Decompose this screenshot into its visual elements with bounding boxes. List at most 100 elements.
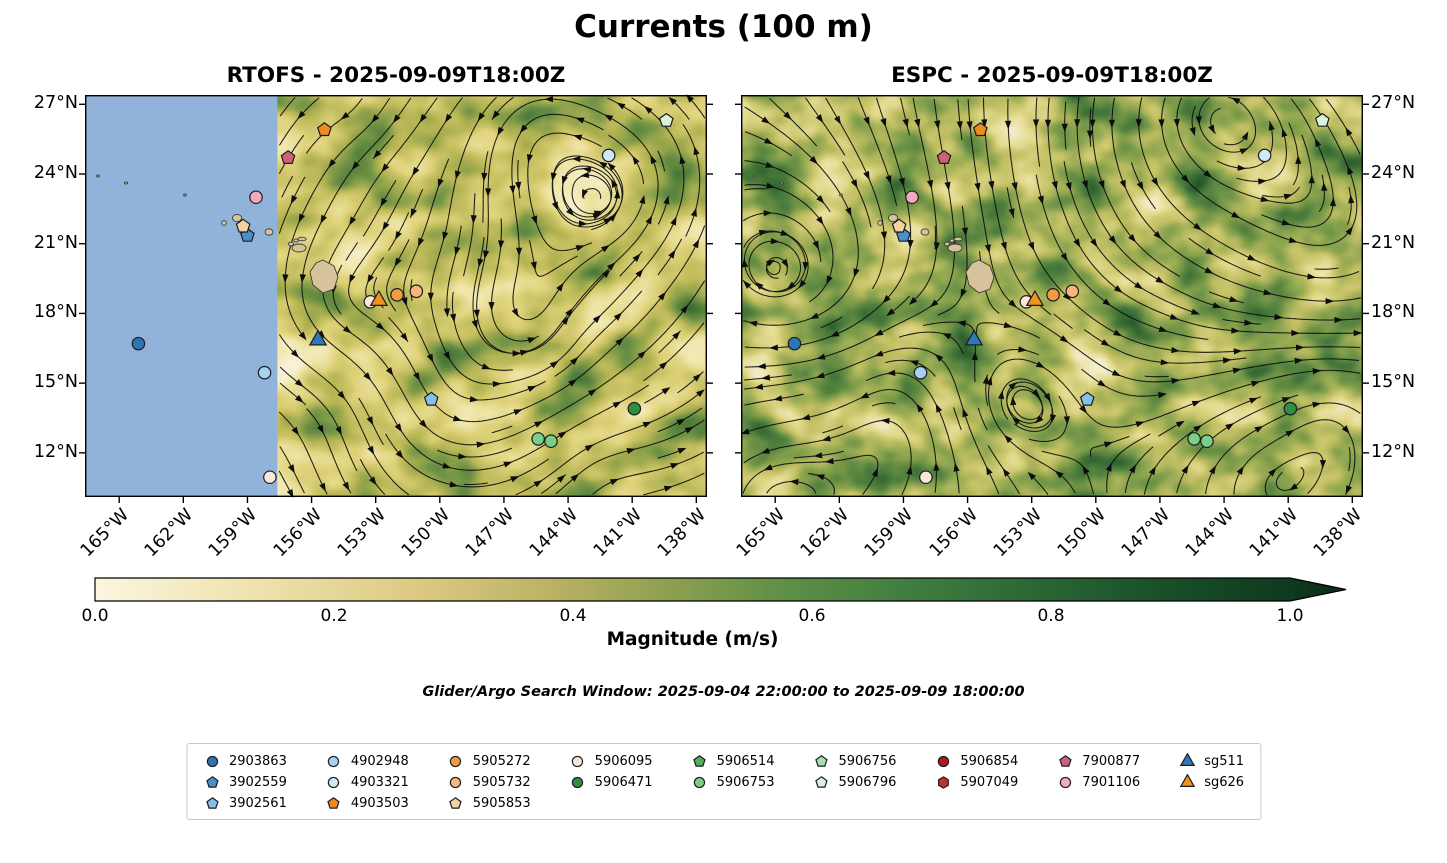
platform-marker-7900877: [936, 149, 952, 165]
axis-ticks: [79, 103, 713, 503]
legend-marker-5907049-icon: [937, 775, 949, 789]
figure-title: Currents (100 m): [574, 9, 873, 45]
platform-marker-7901106: [905, 190, 919, 205]
legend-column: 5906756 5906796: [812, 752, 896, 791]
platform-marker-7900877: [280, 149, 296, 165]
legend-label: 4903321: [350, 774, 409, 790]
platform-marker-5905732: [409, 284, 424, 299]
colorbar-tick-label: 1.0: [1276, 606, 1304, 626]
legend-item: 5907049: [934, 773, 1018, 791]
platform-marker-5906095: [919, 470, 933, 485]
legend-item: 5906514: [691, 752, 774, 770]
platform-marker-4903503: [972, 122, 988, 137]
legend-marker-5906753-icon: [693, 776, 706, 788]
legend: 2903863 3902559 3902561 4902948 4903321 49035…: [185, 743, 1262, 820]
legend-item: 5906796: [812, 773, 896, 791]
lat-tick-label: 12°N: [1371, 441, 1416, 462]
colorbar-tick-label: 0.6: [798, 606, 826, 626]
lat-tick-label: 21°N: [1371, 232, 1416, 253]
lat-tick-label: 15°N: [1371, 372, 1416, 393]
islands: [752, 174, 995, 294]
legend-label: 5905853: [472, 795, 531, 811]
legend-marker-4903321-icon: [328, 776, 340, 788]
legend-marker-sg511-icon: [1179, 752, 1195, 766]
legend-label: 4902948: [350, 753, 409, 769]
lat-tick-label: 18°N: [33, 302, 78, 323]
colorbar-tick-label: 0.2: [320, 606, 348, 626]
platform-marker-5906796: [1314, 112, 1330, 127]
panel-title-rtofs: RTOFS - 2025-09-09T18:00Z: [226, 63, 566, 88]
legend-column: 5906095 5906471: [569, 752, 653, 791]
legend-item: sg511: [1178, 752, 1244, 770]
platform-marker-5906471: [627, 401, 642, 416]
legend-item: 5905732: [447, 773, 531, 791]
legend-item: 5906756: [812, 752, 896, 770]
platform-marker-4903503: [316, 122, 332, 137]
legend-item: 5906753: [691, 773, 774, 791]
platform-marker-5905272: [1046, 288, 1060, 302]
map-panel-rtofs: [79, 94, 713, 503]
streamline-arrows: [740, 97, 1363, 495]
legend-label: 5905732: [472, 774, 531, 790]
legend-marker-5906514-icon: [693, 754, 706, 767]
platform-marker-sg511: [964, 329, 984, 346]
platform-marker-4903321: [601, 148, 616, 163]
lat-tick-label: 15°N: [33, 372, 78, 393]
platform-marker-5905272: [390, 288, 404, 302]
platform-marker-2903863: [131, 336, 146, 351]
legend-marker-2903863-icon: [206, 755, 218, 767]
streamlines: [278, 96, 706, 496]
streamline-arrows: [282, 94, 705, 498]
legend-label: 2903863: [228, 753, 287, 769]
streamlines: [742, 96, 1361, 496]
legend-label: sg626: [1204, 774, 1245, 790]
lat-tick-label: 18°N: [1371, 302, 1416, 323]
legend-label: 3902561: [228, 795, 287, 811]
legend-item: sg626: [1178, 773, 1244, 791]
legend-marker-5906756-icon: [815, 754, 828, 767]
legend-marker-5906854-icon: [937, 755, 950, 767]
platform-marker-5906753: [531, 432, 545, 446]
legend-item: 7900877: [1056, 752, 1140, 770]
platform-marker-sg626: [1025, 289, 1045, 306]
legend-column: 5905272 5905732 5905853: [447, 752, 531, 812]
legend-label: 3902559: [228, 774, 287, 790]
platform-marker-2903863: [787, 336, 802, 351]
colorbar-tick-label: 0.0: [81, 606, 109, 626]
legend-label: 5906796: [838, 774, 897, 790]
panel-title-espc: ESPC - 2025-09-09T18:00Z: [891, 63, 1213, 88]
legend-label: 5906756: [838, 753, 897, 769]
legend-column: 5906854 5907049: [934, 752, 1018, 791]
legend-item: 5906854: [934, 752, 1018, 770]
platform-markers: [787, 112, 1330, 485]
legend-item: 7901106: [1056, 773, 1140, 791]
platform-markers: [131, 112, 674, 485]
legend-label: 5906854: [960, 753, 1019, 769]
lat-tick-label: 21°N: [33, 232, 78, 253]
legend-marker-7901106-icon: [1059, 776, 1071, 788]
axis-frame: [84, 94, 707, 498]
legend-column: sg511 sg626: [1178, 752, 1244, 791]
legend-item: 3902561: [203, 794, 287, 812]
map-panel-espc: [735, 94, 1369, 503]
platform-marker-3902561: [1079, 391, 1095, 406]
legend-item: 4902948: [325, 752, 409, 770]
islands: [96, 174, 339, 294]
legend-column: 5906514 5906753: [691, 752, 774, 791]
legend-label: 4903503: [350, 795, 409, 811]
colorbar-tick-label: 0.4: [559, 606, 587, 626]
legend-item: 4903321: [325, 773, 409, 791]
legend-column: 4902948 4903321 4903503: [325, 752, 409, 812]
legend-label: 7901106: [1082, 774, 1141, 790]
platform-marker-5906753: [544, 434, 558, 449]
colorbar-tick-label: 0.8: [1037, 606, 1065, 626]
legend-marker-3902561-icon: [205, 796, 219, 809]
platform-marker-5906753: [1200, 434, 1214, 449]
axis-frame: [740, 94, 1363, 498]
platform-marker-sg511: [308, 329, 328, 346]
colorbar-label: Magnitude (m/s): [606, 629, 779, 650]
platform-marker-5905853: [891, 218, 907, 233]
lat-tick-label: 27°N: [1371, 93, 1416, 114]
legend-marker-5906796-icon: [815, 775, 828, 788]
